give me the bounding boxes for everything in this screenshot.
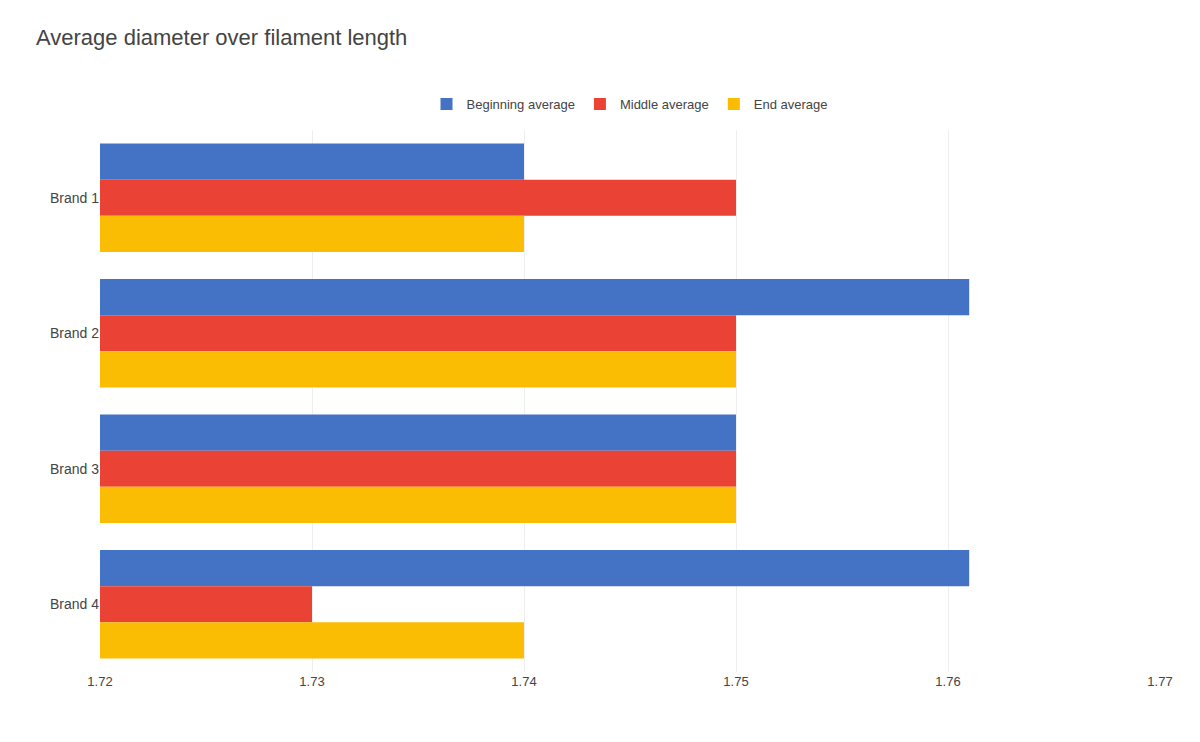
svg-text:Brand 2: Brand 2	[50, 325, 99, 341]
svg-text:Brand 1: Brand 1	[50, 190, 99, 206]
svg-text:1.73: 1.73	[299, 674, 324, 689]
svg-text:1.77: 1.77	[1147, 674, 1172, 689]
svg-text:1.75: 1.75	[723, 674, 748, 689]
svg-text:1.76: 1.76	[935, 674, 960, 689]
svg-text:Brand 3: Brand 3	[50, 461, 99, 477]
svg-text:End average: End average	[754, 97, 828, 112]
svg-text:1.74: 1.74	[511, 674, 536, 689]
svg-text:1.72: 1.72	[87, 674, 112, 689]
svg-text:Average diameter over filament: Average diameter over filament length	[36, 25, 407, 50]
svg-text:Middle average: Middle average	[620, 97, 709, 112]
svg-text:Beginning average: Beginning average	[467, 97, 575, 112]
svg-text:Brand 4: Brand 4	[50, 596, 99, 612]
